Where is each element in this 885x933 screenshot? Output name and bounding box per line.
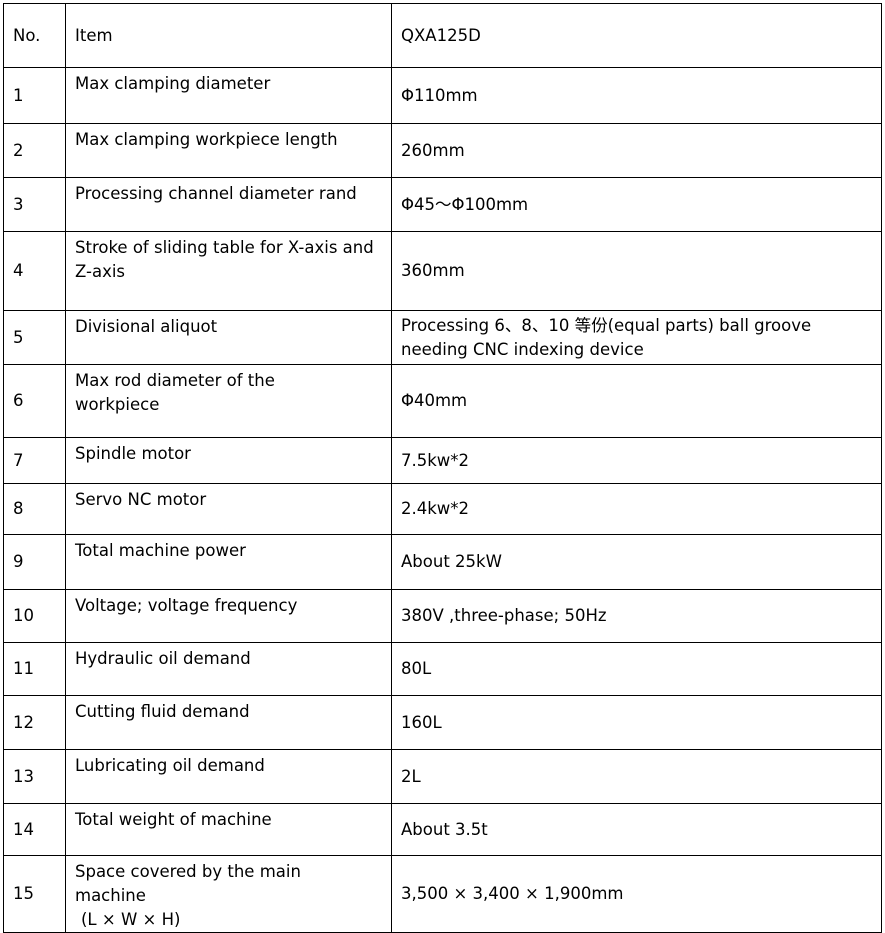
row-item: Spindle motor <box>65 437 392 484</box>
table-header-row: No. Item QXA125D <box>3 3 882 68</box>
row-number: 14 <box>3 803 66 856</box>
row-value: 2.4kw*2 <box>391 483 882 535</box>
row-value: Φ40mm <box>391 364 882 438</box>
row-value: 260mm <box>391 123 882 178</box>
row-number: 6 <box>3 364 66 438</box>
row-value: 360mm <box>391 231 882 311</box>
row-item: Divisional aliquot <box>65 310 392 365</box>
row-item: Hydraulic oil demand <box>65 642 392 696</box>
table-row: 4 Stroke of sliding table for X-axis and … <box>3 231 882 311</box>
table-row: 10 Voltage; voltage frequency 380V ,three-… <box>3 589 882 643</box>
row-item: Max clamping workpiece length <box>65 123 392 178</box>
row-number: 7 <box>3 437 66 484</box>
row-value: 160L <box>391 695 882 750</box>
table-row: 6 Max rod diameter of the workpiece Φ40mm <box>3 364 882 438</box>
table-row: 14 Total weight of machine About 3.5t <box>3 803 882 856</box>
row-item: Max rod diameter of the workpiece <box>65 364 392 438</box>
header-item: Item <box>65 3 392 68</box>
row-number: 3 <box>3 177 66 232</box>
row-number: 4 <box>3 231 66 311</box>
row-item-text: Space covered by the main machine <box>75 862 301 905</box>
table-row: 11 Hydraulic oil demand 80L <box>3 642 882 696</box>
row-number: 15 <box>3 855 66 933</box>
row-value: 80L <box>391 642 882 696</box>
row-value: Processing 6、8、10 等份(equal parts) ball g… <box>391 310 882 365</box>
row-item: Space covered by the main machine (L × W … <box>65 855 392 933</box>
table-row: 7 Spindle motor 7.5kw*2 <box>3 437 882 484</box>
row-number: 9 <box>3 534 66 590</box>
row-value: About 3.5t <box>391 803 882 856</box>
row-item: Servo NC motor <box>65 483 392 535</box>
row-number: 13 <box>3 749 66 804</box>
table-row: 1 Max clamping diameter Φ110mm <box>3 67 882 124</box>
row-value: 3,500 × 3,400 × 1,900mm <box>391 855 882 933</box>
row-value: About 25kW <box>391 534 882 590</box>
row-number: 10 <box>3 589 66 643</box>
row-item-extra: (L × W × H) <box>81 910 181 929</box>
header-no: No. <box>3 3 66 68</box>
table-row: 3 Processing channel diameter rand Φ45～Φ10… <box>3 177 882 232</box>
table-row: 15 Space covered by the main machine (L × … <box>3 855 882 933</box>
row-value: Φ45～Φ100mm <box>391 177 882 232</box>
row-value: 2L <box>391 749 882 804</box>
row-item: Processing channel diameter rand <box>65 177 392 232</box>
table-row: 8 Servo NC motor 2.4kw*2 <box>3 483 882 535</box>
header-model: QXA125D <box>391 3 882 68</box>
row-number: 2 <box>3 123 66 178</box>
table-row: 13 Lubricating oil demand 2L <box>3 749 882 804</box>
table-row: 2 Max clamping workpiece length 260mm <box>3 123 882 178</box>
table-row: 5 Divisional aliquot Processing 6、8、10 等份(… <box>3 310 882 365</box>
row-number: 1 <box>3 67 66 124</box>
row-number: 8 <box>3 483 66 535</box>
row-value: Φ110mm <box>391 67 882 124</box>
row-item: Cutting fluid demand <box>65 695 392 750</box>
spec-table: No. Item QXA125D 1 Max clamping diameter Φ… <box>3 3 882 933</box>
row-item: Lubricating oil demand <box>65 749 392 804</box>
row-item: Total machine power <box>65 534 392 590</box>
row-number: 5 <box>3 310 66 365</box>
row-value: 380V ,three-phase; 50Hz <box>391 589 882 643</box>
row-number: 11 <box>3 642 66 696</box>
row-number: 12 <box>3 695 66 750</box>
row-item: Total weight of machine <box>65 803 392 856</box>
table-row: 12 Cutting fluid demand 160L <box>3 695 882 750</box>
row-item: Max clamping diameter <box>65 67 392 124</box>
row-value: 7.5kw*2 <box>391 437 882 484</box>
table-row: 9 Total machine power About 25kW <box>3 534 882 590</box>
row-item: Voltage; voltage frequency <box>65 589 392 643</box>
row-item: Stroke of sliding table for X-axis and Z… <box>65 231 392 311</box>
